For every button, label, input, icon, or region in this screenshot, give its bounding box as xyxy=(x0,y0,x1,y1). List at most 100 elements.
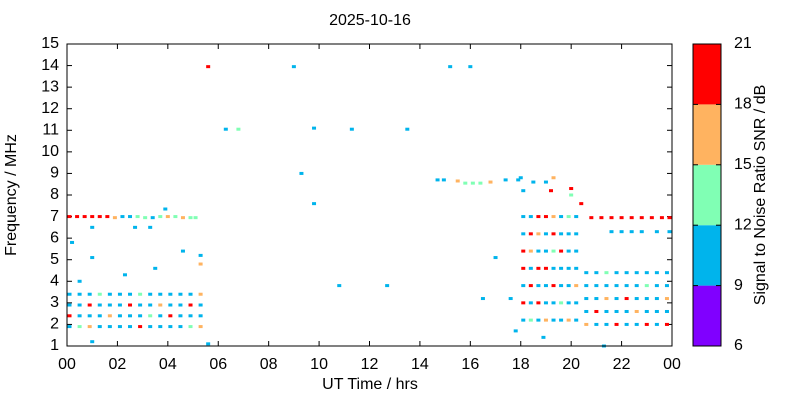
data-point xyxy=(528,232,533,236)
data-point xyxy=(624,284,629,288)
y-tick-label: 6 xyxy=(50,229,59,246)
data-point xyxy=(405,127,410,131)
data-point xyxy=(180,216,185,220)
chart-title: 2025-10-16 xyxy=(329,12,411,29)
data-point xyxy=(75,215,80,219)
data-point xyxy=(624,322,629,326)
data-point xyxy=(521,301,526,305)
data-point xyxy=(536,232,541,236)
data-point xyxy=(654,322,659,326)
data-point xyxy=(122,273,127,277)
data-point xyxy=(67,292,72,296)
data-point xyxy=(654,271,659,275)
data-point xyxy=(528,284,533,288)
data-point xyxy=(158,303,163,307)
data-point xyxy=(128,292,133,296)
data-point xyxy=(105,215,110,219)
y-tick-label: 1 xyxy=(50,337,59,354)
data-point xyxy=(488,180,493,184)
data-point xyxy=(385,284,390,288)
data-point xyxy=(644,284,649,288)
y-tick-label: 13 xyxy=(41,78,59,95)
data-point xyxy=(664,284,669,288)
colorbar-band xyxy=(693,164,721,226)
data-point xyxy=(158,325,163,329)
data-point xyxy=(543,284,548,288)
data-point xyxy=(543,215,548,219)
x-tick-label: 08 xyxy=(260,356,278,373)
data-point xyxy=(549,189,553,193)
data-point xyxy=(654,230,659,234)
data-point xyxy=(168,325,173,329)
data-point xyxy=(559,301,564,305)
x-tick-label: 22 xyxy=(613,356,631,373)
data-point xyxy=(536,301,541,305)
data-point xyxy=(67,314,72,318)
data-point xyxy=(117,325,122,329)
data-point xyxy=(455,179,460,183)
data-point xyxy=(135,215,140,219)
data-point xyxy=(521,284,526,288)
data-point xyxy=(559,249,564,253)
data-point xyxy=(594,284,599,288)
data-point xyxy=(468,65,473,69)
data-point xyxy=(120,215,125,219)
data-point xyxy=(97,325,102,329)
data-point xyxy=(614,322,619,326)
data-point xyxy=(97,215,102,219)
data-point xyxy=(67,325,72,329)
data-point xyxy=(470,181,475,185)
data-point xyxy=(508,297,513,301)
x-tick-label: 02 xyxy=(109,356,127,373)
colorbar-tick-label: 18 xyxy=(734,96,752,113)
data-point xyxy=(543,318,548,322)
data-point xyxy=(536,266,541,270)
y-tick-label: 15 xyxy=(41,35,59,52)
data-point xyxy=(67,303,72,307)
data-point xyxy=(528,215,533,219)
data-point xyxy=(654,309,659,313)
data-point xyxy=(77,292,82,296)
data-point xyxy=(614,271,619,275)
data-point xyxy=(148,314,153,318)
data-point xyxy=(82,215,87,219)
data-point xyxy=(664,297,669,301)
data-point xyxy=(649,216,654,220)
data-point xyxy=(566,249,571,253)
data-point xyxy=(574,232,579,236)
data-point xyxy=(480,297,485,301)
data-point xyxy=(528,266,533,270)
data-point xyxy=(128,325,133,329)
data-point xyxy=(594,297,599,301)
y-tick-label: 8 xyxy=(50,186,59,203)
data-point xyxy=(312,126,317,130)
y-axis-label: Frequency / MHz xyxy=(3,134,20,256)
data-point xyxy=(543,232,548,236)
data-point xyxy=(291,65,296,69)
data-point xyxy=(551,284,556,288)
data-point xyxy=(312,202,317,206)
data-point xyxy=(634,284,639,288)
data-point xyxy=(624,297,629,301)
colorbar-tick-label: 9 xyxy=(734,277,743,294)
data-point xyxy=(188,303,193,307)
data-point xyxy=(634,297,639,301)
data-point xyxy=(629,216,634,220)
data-point xyxy=(349,127,354,131)
data-point xyxy=(503,178,508,182)
data-point xyxy=(138,292,143,296)
data-point xyxy=(236,127,241,131)
data-point xyxy=(589,216,594,220)
colorbar-band xyxy=(693,44,721,105)
data-point xyxy=(165,215,170,219)
data-point xyxy=(448,65,453,69)
data-point xyxy=(574,215,579,219)
data-point xyxy=(594,322,599,326)
data-point xyxy=(117,303,122,307)
data-point xyxy=(604,284,609,288)
data-point xyxy=(584,322,589,326)
data-point xyxy=(97,303,102,307)
y-tick-label: 5 xyxy=(50,251,59,268)
data-point xyxy=(654,284,659,288)
data-point xyxy=(70,240,75,244)
